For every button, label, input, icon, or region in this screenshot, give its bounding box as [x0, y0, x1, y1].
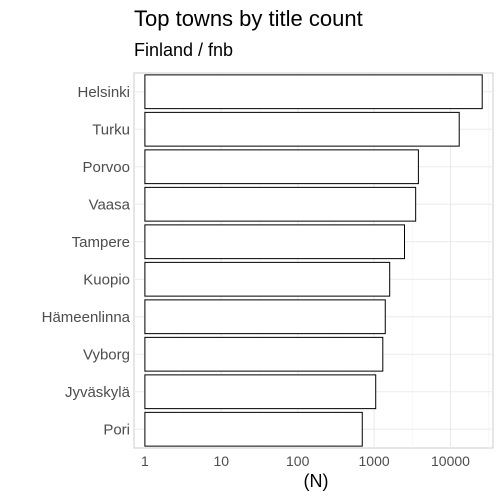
bar-vyborg — [144, 336, 384, 372]
bars — [144, 74, 483, 447]
y-tick-label: Tampere — [72, 234, 130, 251]
x-axis-label: (N) — [303, 471, 329, 491]
bar-turku — [144, 111, 460, 147]
x-axis-tick-labels: 1 10 100 1000 10000 — [141, 453, 470, 469]
chart-title: Top towns by title count — [134, 6, 363, 31]
bar-hämeenlinna — [144, 299, 386, 335]
bar-pori — [144, 411, 363, 447]
x-tick-label: 1000 — [359, 453, 390, 469]
y-tick-label: Pori — [103, 421, 130, 438]
y-axis-tick-labels: Helsinki Turku Porvoo Vaasa Tampere Kuopio Häm… — [42, 84, 131, 439]
bar-helsinki — [144, 74, 483, 110]
x-tick-label: 100 — [286, 453, 310, 469]
y-tick-label: Porvoo — [82, 159, 130, 176]
bar-jyväskylä — [144, 374, 377, 410]
bar-tampere — [144, 224, 406, 260]
bar-kuopio — [144, 261, 391, 297]
y-tick-label: Helsinki — [77, 84, 130, 101]
y-tick-label: Turku — [92, 121, 130, 138]
x-tick-label: 10 — [214, 453, 230, 469]
y-tick-label: Vaasa — [89, 196, 131, 213]
y-tick-label: Kuopio — [83, 271, 130, 288]
y-tick-label: Hämeenlinna — [42, 309, 131, 326]
x-tick-label: 10000 — [431, 453, 470, 469]
bar-vaasa — [144, 186, 417, 222]
y-tick-label: Jyväskylä — [65, 384, 131, 401]
y-tick-label: Vyborg — [83, 346, 130, 363]
bar-porvoo — [144, 149, 419, 185]
x-tick-label: 1 — [141, 453, 149, 469]
chart-subtitle: Finland / fnb — [134, 40, 234, 60]
